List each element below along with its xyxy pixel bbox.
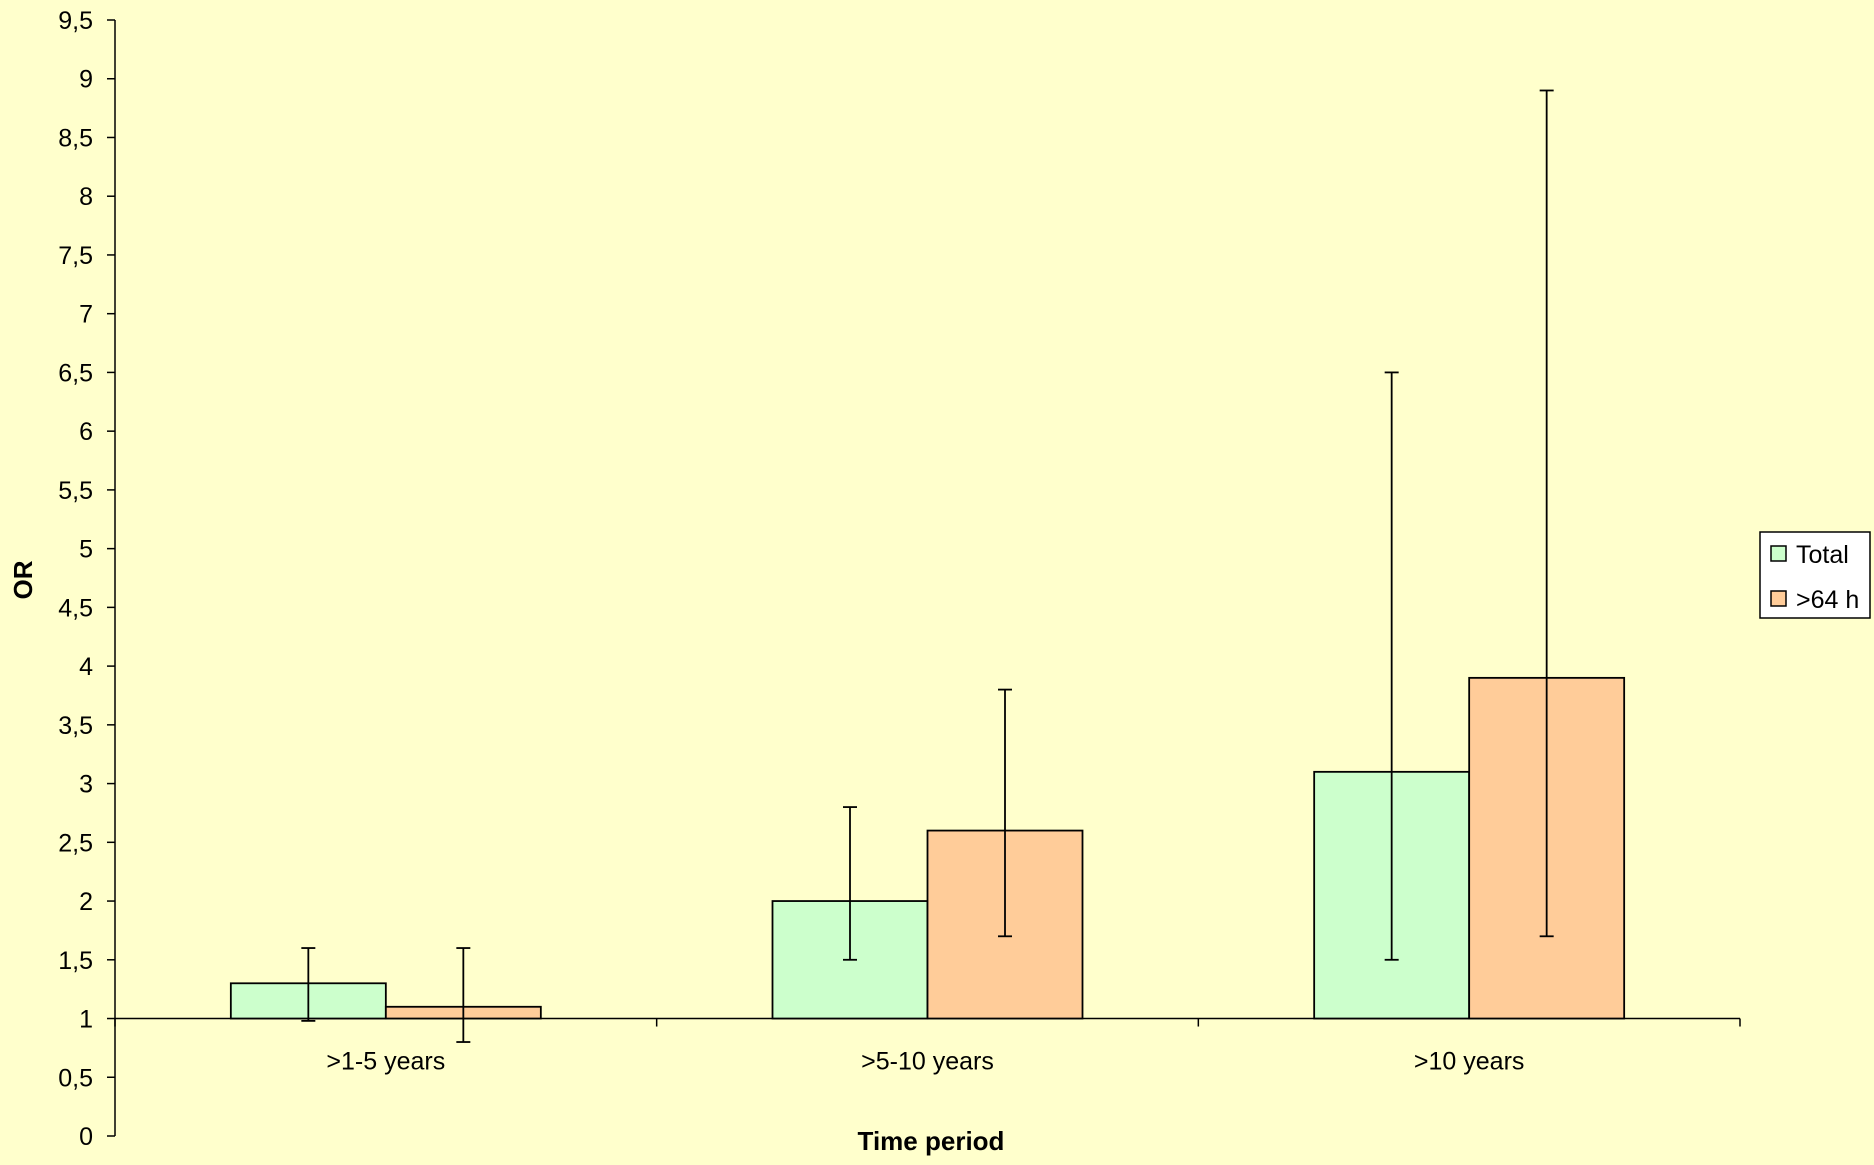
legend-label-total: Total	[1796, 541, 1849, 569]
x-axis-title: Time period	[858, 1126, 1005, 1156]
y-tick-label: 2	[79, 888, 93, 916]
y-tick-label: 5	[79, 536, 93, 564]
y-tick-label: 8	[79, 183, 93, 211]
legend-label-over-64h: >64 h	[1796, 586, 1859, 614]
y-tick-label: 6,5	[58, 359, 93, 387]
category-label: >10 years	[1414, 1048, 1525, 1076]
y-tick-label: 4	[79, 653, 93, 681]
y-tick-label: 6	[79, 418, 93, 446]
y-tick-label: 4,5	[58, 594, 93, 622]
y-tick-label: 1,5	[58, 947, 93, 975]
y-tick-label: 1	[79, 1006, 93, 1034]
legend-swatch-over-64h	[1770, 590, 1787, 607]
y-tick-label: 3	[79, 771, 93, 799]
y-tick-label: 9,5	[58, 7, 93, 35]
y-tick-label: 9	[79, 66, 93, 94]
y-tick-label: 3,5	[58, 712, 93, 740]
bars-group	[229, 676, 1626, 1020]
y-tick-label: 5,5	[58, 477, 93, 505]
legend: Total >64 h	[1759, 531, 1871, 619]
labels-group: 0 0,5 1 1,5 2 2,5 3 3,5 4 4,5 5 5,5 6 6,5 7 7,5 8 8,5 9 9,5…	[58, 7, 1524, 1151]
y-tick-label: 8,5	[58, 124, 93, 152]
y-tick-label: 7	[79, 301, 93, 329]
category-label: >5-10 years	[861, 1048, 994, 1076]
legend-swatch-total	[1770, 545, 1787, 562]
y-tick-label: 2,5	[58, 829, 93, 857]
y-tick-label: 0,5	[58, 1064, 93, 1092]
category-label: >1-5 years	[326, 1048, 445, 1076]
y-axis-title: OR	[8, 560, 38, 599]
error-bars-group	[301, 89, 1554, 1043]
y-tick-label: 7,5	[58, 242, 93, 270]
y-tick-label: 0	[79, 1123, 93, 1151]
